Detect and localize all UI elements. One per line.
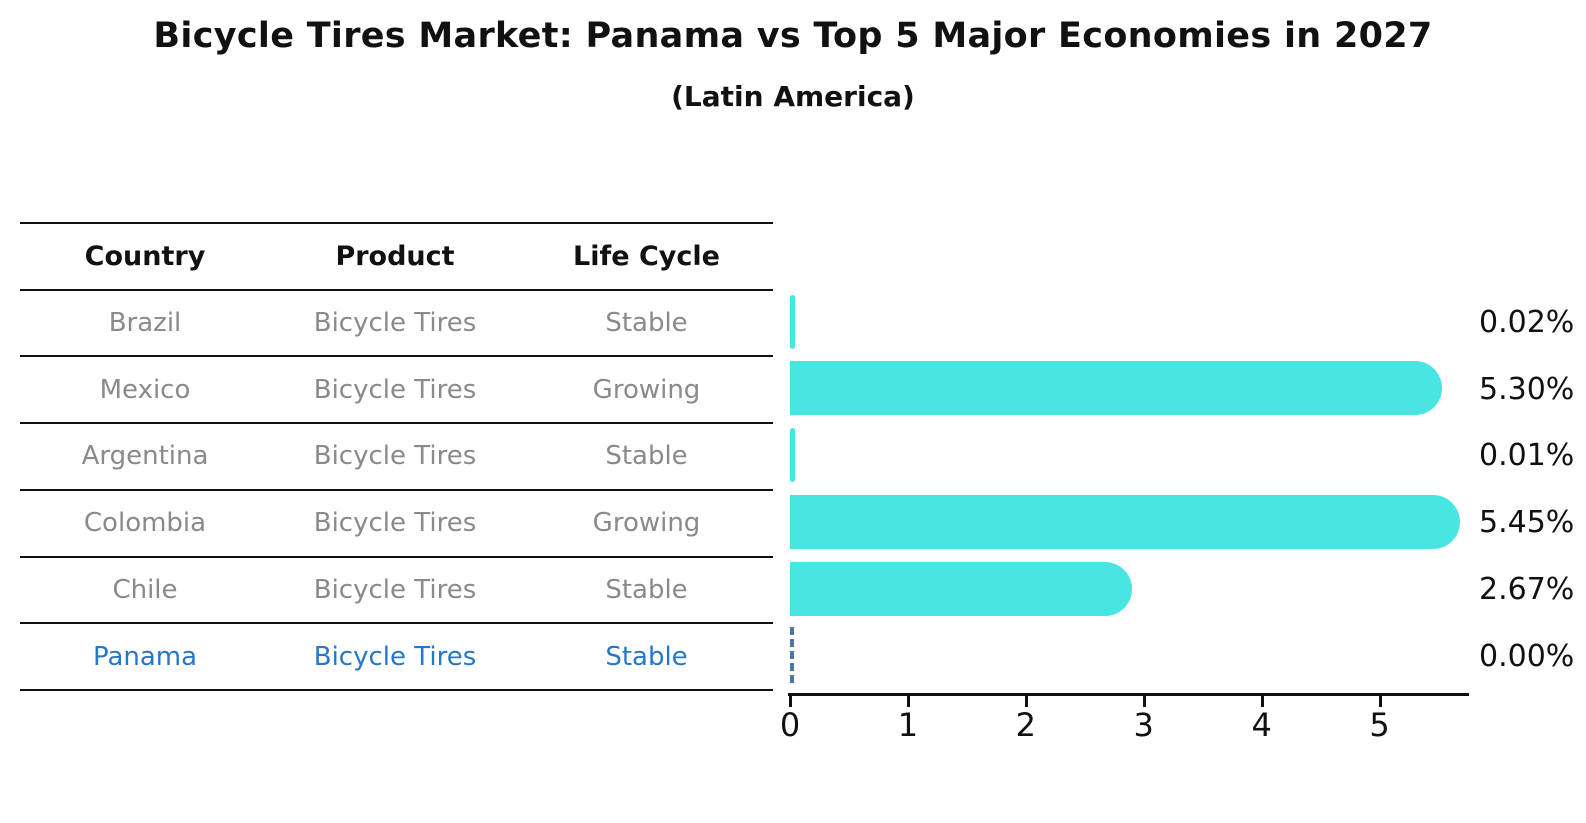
life-cycle-cell: Growing — [592, 374, 701, 405]
value-label-brazil: 0.02% — [1479, 305, 1575, 341]
bar-chile — [790, 561, 1132, 616]
product-cell: Bicycle Tires — [313, 308, 477, 339]
bar-argentina — [790, 428, 795, 483]
x-tick-mark — [1024, 696, 1028, 707]
product-cell: Bicycle Tires — [313, 508, 477, 539]
column-header-product: Product — [335, 240, 455, 272]
x-tick-label: 2 — [1015, 706, 1036, 744]
table-header-row: Country Product Life Cycle — [20, 222, 773, 289]
table-row: Panama Bicycle Tires Stable — [20, 622, 773, 689]
x-tick-mark — [1378, 696, 1382, 707]
bar-colombia — [790, 494, 1460, 549]
value-label-panama: 0.00% — [1479, 638, 1575, 674]
country-cell: Brazil — [108, 308, 182, 339]
product-cell: Bicycle Tires — [313, 441, 477, 472]
x-tick-label: 0 — [779, 706, 801, 744]
chart-title: Bicycle Tires Market: Panama vs Top 5 Ma… — [153, 16, 1433, 56]
x-tick-label: 5 — [1369, 706, 1390, 744]
life-cycle-cell: Stable — [605, 574, 688, 605]
life-cycle-cell: Stable — [605, 308, 688, 339]
table-row: Mexico Bicycle Tires Growing — [20, 355, 773, 422]
life-cycle-cell: Stable — [605, 641, 688, 672]
product-cell: Bicycle Tires — [313, 374, 477, 405]
x-tick-mark — [1142, 696, 1146, 707]
country-cell: Argentina — [81, 441, 209, 472]
value-label-argentina: 0.01% — [1479, 438, 1575, 474]
x-tick-mark — [1260, 696, 1264, 707]
x-tick-mark — [789, 696, 792, 707]
table-row: Chile Bicycle Tires Stable — [20, 555, 773, 623]
value-label-chile: 2.67% — [1479, 571, 1575, 607]
country-cell: Panama — [92, 641, 198, 672]
bar-brazil — [790, 294, 796, 349]
country-cell: Colombia — [83, 508, 207, 539]
x-tick-label: 1 — [897, 706, 919, 744]
bar-mexico — [790, 361, 1442, 416]
product-cell: Bicycle Tires — [313, 641, 477, 672]
x-axis-line — [788, 693, 1469, 696]
x-tick-mark — [906, 696, 910, 707]
column-header-life-cycle: Life Cycle — [573, 240, 720, 272]
bar-plot — [790, 222, 1469, 689]
chart-subtitle: (Latin America) — [671, 80, 915, 113]
table-row: Colombia Bicycle Tires Growing — [20, 488, 773, 556]
life-cycle-cell: Growing — [592, 508, 701, 539]
x-tick-label: 4 — [1251, 706, 1272, 744]
value-label-mexico: 5.30% — [1479, 371, 1575, 407]
product-cell: Bicycle Tires — [313, 574, 477, 605]
table-row: Argentina Bicycle Tires Stable — [20, 422, 773, 489]
table-row: Brazil Bicycle Tires Stable — [20, 288, 773, 356]
column-header-country: Country — [84, 240, 206, 272]
value-label-colombia: 5.45% — [1479, 505, 1575, 541]
x-tick-label: 3 — [1133, 706, 1154, 744]
life-cycle-cell: Stable — [605, 441, 688, 472]
country-table: Country Product Life Cycle Brazil Bicycle Ti… — [20, 222, 773, 691]
zero-value-dashed-marker — [790, 627, 794, 684]
country-cell: Chile — [112, 574, 178, 605]
country-cell: Mexico — [99, 374, 191, 405]
